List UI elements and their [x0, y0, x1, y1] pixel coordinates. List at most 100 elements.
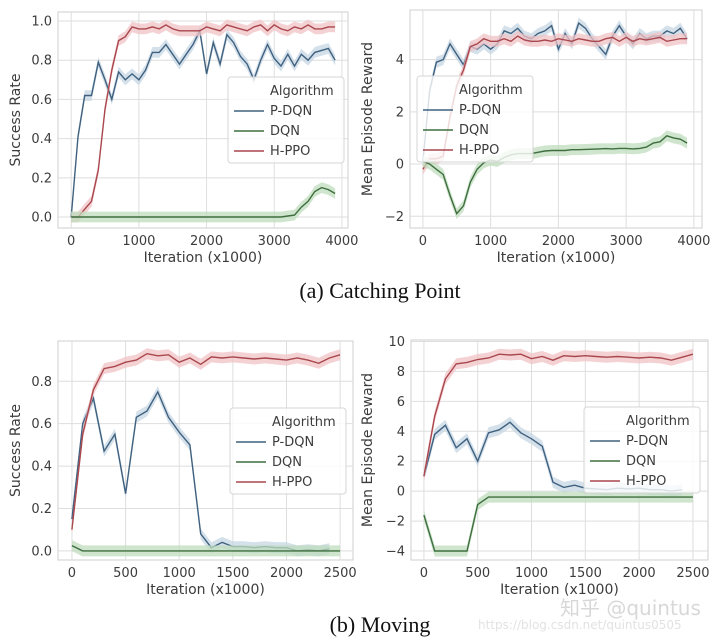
y-tick-label: −2 [385, 210, 404, 225]
confidence-band-p-dqn [71, 25, 336, 223]
series-line-dqn [71, 186, 336, 218]
y-tick-label: −4 [386, 545, 405, 560]
legend-entry-h-ppo: H-PPO [626, 474, 666, 489]
x-tick-label: 2000 [270, 566, 303, 581]
x-tick-label: 2000 [542, 234, 575, 249]
y-tick-label: 0.6 [31, 93, 52, 108]
x-axis-label: Iteration (x1000) [146, 582, 265, 598]
x-tick-label: 3000 [258, 234, 291, 249]
x-tick-label: 0 [67, 234, 75, 249]
subplot-a-left: 0 1000 2000 3000 4000 0.0 0.2 0.4 0.6 0.8 1.0 Itera… [8, 11, 358, 266]
y-tick-label: 2 [397, 455, 405, 470]
legend-title: Algorithm [459, 83, 523, 98]
confidence-band-dqn [71, 182, 336, 223]
legend-entry-h-ppo: H-PPO [272, 475, 312, 490]
x-tick-label: 0 [420, 566, 428, 581]
y-tick-label: −2 [386, 515, 405, 530]
x-tick-label: 0 [68, 566, 76, 581]
y-tick-label: 1.0 [31, 15, 52, 30]
legend-title: Algorithm [272, 415, 336, 430]
confidence-band-dqn [423, 491, 693, 557]
y-tick-label: 0 [396, 158, 404, 173]
legend-entry-dqn: DQN [626, 454, 656, 469]
y-tick-label: 4 [397, 425, 405, 440]
legend-entry-p-dqn: P-DQN [459, 103, 501, 118]
y-tick-label: 2 [396, 105, 404, 120]
series-line-dqn [71, 544, 341, 552]
y-tick-label: 0.4 [31, 460, 52, 475]
x-tick-label: 2000 [623, 566, 656, 581]
y-axis-label: Mean Episode Reward [360, 373, 376, 527]
series-line-dqn [422, 135, 688, 215]
y-tick-label: 0 [397, 485, 405, 500]
y-tick-label: 0.0 [31, 211, 52, 226]
y-tick-label: 6 [397, 395, 405, 410]
y-tick-label: 0.0 [31, 544, 52, 559]
y-tick-label: 0.6 [31, 417, 52, 432]
series-line-h-ppo [71, 352, 341, 530]
x-tick-label: 3000 [610, 234, 643, 249]
y-tick-label: 10 [388, 335, 405, 350]
x-tick-label: 1000 [122, 234, 155, 249]
y-axis-label: Success Rate [8, 404, 24, 497]
legend-entry-p-dqn: P-DQN [270, 104, 312, 119]
subplot-a-right: 0 1000 2000 3000 4000 −2 0 2 4 Iteration (x1000) M… [360, 9, 710, 266]
legend: Algorithm P-DQN DQN H-PPO [229, 407, 347, 495]
x-tick-label: 1500 [216, 566, 249, 581]
confidence-band-h-ppo [423, 348, 693, 482]
y-tick-label: 4 [396, 53, 404, 68]
x-axis-label: Iteration (x1000) [497, 250, 616, 266]
y-tick-label: 0.2 [31, 502, 52, 517]
watermark-csdn: https://blog.csdn.net/quintus0505 [478, 618, 682, 632]
x-tick-label: 500 [113, 566, 138, 581]
legend-box [416, 75, 534, 163]
series-line-p-dqn [70, 28, 336, 218]
legend: Algorithm P-DQN DQN H-PPO [416, 75, 534, 163]
series-line-h-ppo [423, 353, 694, 477]
watermark-zhihu: 知乎 @quintus [560, 596, 701, 620]
legend-box [227, 76, 345, 164]
x-axis-label: Iteration (x1000) [500, 582, 619, 598]
x-tick-label: 1000 [474, 234, 507, 249]
confidence-band-h-ppo [71, 348, 341, 536]
subplot-b-left: 0 500 1000 1500 2000 2500 0.0 0.2 0.4 0.6 0.8 Itera… [8, 340, 357, 598]
x-tick-label: 4000 [325, 234, 358, 249]
series-line-h-ppo [422, 35, 688, 170]
x-tick-label: 2500 [676, 566, 709, 581]
y-axis-label: Success Rate [8, 74, 24, 167]
legend-entry-dqn: DQN [459, 123, 489, 138]
subplot-b-right: 0 500 1000 1500 2000 2500 −4 −2 0 2 4 6 8 10 Iteration… [360, 335, 709, 598]
legend-title: Algorithm [626, 414, 690, 429]
legend-entry-dqn: DQN [270, 124, 300, 139]
x-tick-label: 500 [465, 566, 490, 581]
legend-box [229, 407, 347, 495]
series-line-dqn [423, 496, 693, 552]
legend-entry-p-dqn: P-DQN [272, 435, 314, 450]
confidence-band-dqn [422, 130, 688, 220]
x-tick-label: 2000 [190, 234, 223, 249]
y-tick-label: 0.8 [31, 54, 52, 69]
x-tick-label: 1500 [569, 566, 602, 581]
y-axis-label: Mean Episode Reward [360, 42, 376, 196]
legend: Algorithm P-DQN DQN H-PPO [227, 76, 345, 164]
x-tick-label: 4000 [677, 234, 710, 249]
plot-frame [409, 9, 703, 229]
legend-entry-dqn: DQN [272, 455, 302, 470]
y-tick-label: 0.8 [31, 375, 52, 390]
caption-a: (a) Catching Point [299, 278, 460, 303]
x-tick-label: 1000 [163, 566, 196, 581]
legend-entry-h-ppo: H-PPO [270, 144, 310, 159]
y-tick-label: 8 [397, 365, 405, 380]
legend-title: Algorithm [270, 84, 334, 99]
y-tick-label: 0.4 [31, 132, 52, 147]
x-tick-label: 1000 [515, 566, 548, 581]
x-axis-label: Iteration (x1000) [144, 250, 263, 266]
legend-entry-h-ppo: H-PPO [459, 143, 499, 158]
legend: Algorithm P-DQN DQN H-PPO [583, 406, 701, 494]
caption-b: (b) Moving [330, 612, 431, 637]
series-line-h-ppo [71, 24, 336, 218]
plots: 0 1000 2000 3000 40000.00.20.40.60.81.0Itera… [8, 9, 710, 598]
x-tick-label: 2500 [324, 566, 357, 581]
confidence-band-dqn [71, 540, 341, 557]
